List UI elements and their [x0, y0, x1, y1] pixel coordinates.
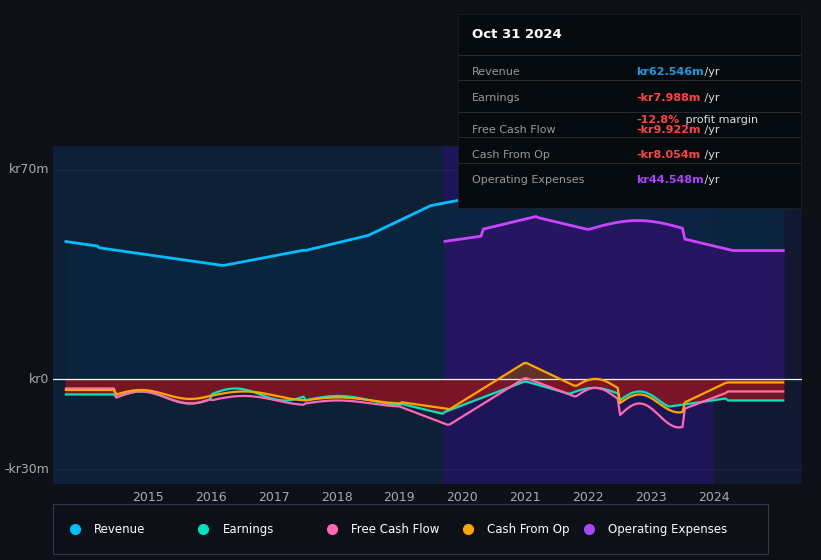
Text: Revenue: Revenue	[94, 522, 145, 536]
Text: profit margin: profit margin	[682, 115, 758, 125]
Text: /yr: /yr	[701, 175, 720, 185]
Text: Free Cash Flow: Free Cash Flow	[351, 522, 439, 536]
Text: -12.8%: -12.8%	[636, 115, 680, 125]
Text: Earnings: Earnings	[472, 93, 521, 102]
Text: Operating Expenses: Operating Expenses	[472, 175, 585, 185]
Text: -kr8.054m: -kr8.054m	[636, 150, 700, 160]
Bar	[53, 146, 443, 484]
Text: -kr9.922m: -kr9.922m	[636, 125, 701, 135]
Text: -kr30m: -kr30m	[5, 463, 49, 476]
Text: kr44.548m: kr44.548m	[636, 175, 704, 185]
Bar	[443, 146, 714, 484]
Text: Free Cash Flow: Free Cash Flow	[472, 125, 556, 135]
Text: /yr: /yr	[701, 67, 720, 77]
Text: kr70m: kr70m	[9, 163, 49, 176]
Text: Earnings: Earnings	[222, 522, 274, 536]
Text: /yr: /yr	[701, 125, 720, 135]
Text: -kr7.988m: -kr7.988m	[636, 93, 701, 102]
Text: /yr: /yr	[701, 150, 720, 160]
Text: Cash From Op: Cash From Op	[472, 150, 550, 160]
Text: Operating Expenses: Operating Expenses	[608, 522, 727, 536]
Bar	[714, 146, 802, 484]
Text: kr0: kr0	[30, 373, 49, 386]
Text: Cash From Op: Cash From Op	[487, 522, 570, 536]
Text: /yr: /yr	[701, 93, 720, 102]
Text: Revenue: Revenue	[472, 67, 521, 77]
Text: Oct 31 2024: Oct 31 2024	[472, 27, 562, 41]
Text: kr62.546m: kr62.546m	[636, 67, 704, 77]
